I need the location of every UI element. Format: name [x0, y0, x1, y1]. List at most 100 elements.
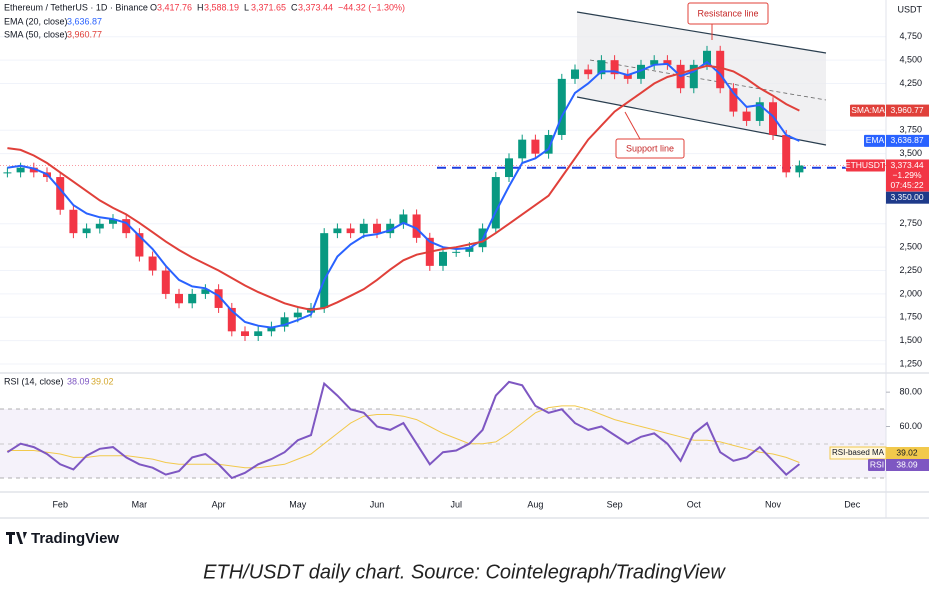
y-tick-label: 2,000 — [899, 288, 922, 298]
candle-body — [161, 270, 170, 294]
candle-body — [386, 223, 395, 234]
candle-body — [56, 177, 65, 210]
annotation-arrow — [624, 111, 641, 140]
tag-change: −1.29% — [892, 170, 922, 180]
candle-body — [320, 233, 329, 308]
candle-body — [755, 102, 764, 121]
candle-body — [623, 74, 632, 79]
tag-name: ETHUSDT — [845, 160, 885, 170]
y-tick-label: 80.00 — [899, 387, 922, 397]
candle-body — [795, 165, 804, 173]
candle-body — [293, 312, 302, 318]
candle-body — [663, 60, 672, 65]
x-tick-label: Oct — [687, 499, 702, 509]
candle-body — [16, 167, 25, 173]
x-tick-label: Aug — [527, 499, 543, 509]
candle-body — [769, 102, 777, 135]
candle-body — [531, 139, 540, 154]
tag-name: EMA — [866, 135, 885, 145]
candle-body — [29, 167, 38, 173]
x-tick-label: Mar — [132, 499, 148, 509]
series-line — [7, 405, 800, 469]
x-tick-label: Apr — [212, 499, 226, 509]
legend-value: 3,636.87 — [67, 16, 102, 26]
tag-bg — [846, 159, 885, 172]
candle-body — [241, 331, 249, 337]
candle-body — [346, 228, 355, 234]
candle-body — [280, 317, 289, 327]
candle-body — [148, 256, 157, 271]
tag-bg — [886, 134, 929, 147]
tag-bg — [864, 134, 885, 147]
candle-body — [729, 88, 738, 112]
caption: ETH/USDT daily chart. Source: Cointelegr… — [203, 561, 726, 583]
ohlc-value: 3,417.76 — [157, 2, 192, 12]
y-tick-label: 4,500 — [899, 55, 922, 65]
tag-name: SMA:MA — [851, 105, 885, 115]
candle-body — [452, 251, 461, 253]
candle-body — [703, 50, 711, 65]
currency: USDT — [898, 4, 923, 14]
price-change: −44.32 (−1.30%) — [338, 2, 405, 12]
candle-body — [82, 228, 91, 234]
candle-body — [227, 307, 236, 332]
y-tick-label: 3,750 — [899, 125, 922, 135]
tag-value: 3,373.44 — [890, 160, 923, 170]
x-tick-label: Jun — [370, 499, 385, 509]
candle-body — [597, 60, 606, 75]
tag-name: RSI — [870, 459, 884, 469]
x-tick-label: Nov — [765, 499, 782, 509]
tag-bg — [886, 459, 929, 471]
tag-bg — [868, 459, 885, 471]
x-tick-label: Jul — [450, 499, 462, 509]
series-line — [7, 60, 800, 329]
candle-body — [544, 134, 553, 154]
series-line — [6, 380, 801, 480]
ohlc-key: O — [150, 2, 157, 12]
tag-countdown: 07:45:22 — [890, 180, 923, 190]
y-tick-label: 4,250 — [899, 78, 922, 88]
x-tick-label: Dec — [844, 499, 861, 509]
candle-body — [742, 111, 751, 121]
tag-bg — [886, 104, 929, 117]
series-line — [7, 64, 800, 311]
candle-body — [399, 214, 408, 224]
tag-value: 3,350.00 — [890, 192, 923, 202]
tag-value: 39.02 — [896, 447, 918, 457]
candle-body — [175, 293, 183, 304]
candle-body — [782, 134, 791, 173]
candle-body — [214, 289, 223, 308]
brand-logo — [6, 532, 27, 544]
resistance-trendline — [576, 11, 827, 54]
ohlc-key: L — [244, 2, 249, 12]
candle-body — [637, 64, 645, 79]
ohlc-key: H — [197, 2, 204, 12]
candle-body — [333, 228, 342, 234]
symbol: Ethereum / TetherUS · 1D · Binance — [4, 2, 148, 12]
candle-body — [359, 223, 368, 234]
legend-name: SMA (50, close) — [4, 29, 68, 39]
y-tick-label: 2,250 — [899, 265, 922, 275]
y-tick-label: 2,500 — [899, 242, 922, 252]
annotation: Resistance line — [697, 8, 758, 18]
candle-body — [254, 331, 263, 337]
tag-value: 3,636.87 — [890, 135, 923, 145]
candle-body — [69, 209, 78, 234]
x-tick-label: Sep — [607, 499, 623, 509]
tag-bg — [850, 104, 885, 117]
candle-body — [465, 247, 474, 252]
legend-name: EMA (20, close) — [4, 16, 68, 26]
tag-name: RSI-based MA — [832, 448, 885, 457]
candle-body — [584, 69, 593, 75]
tag-value: 3,960.77 — [890, 105, 923, 115]
candle-body — [267, 326, 276, 332]
y-tick-label: 3,500 — [899, 148, 922, 158]
tag-value: 38.09 — [896, 459, 918, 469]
marks: 1,250 1,500 1,750 2,000 2,250 2,500 2,750 3,500… — [0, 2, 929, 509]
tag-bg — [886, 191, 929, 204]
y-tick-label: 1,500 — [899, 335, 922, 345]
annotation-box — [615, 138, 685, 159]
legend-value: 38.09 — [67, 376, 90, 386]
candle-body — [188, 293, 197, 304]
annotation: Support line — [626, 143, 674, 153]
